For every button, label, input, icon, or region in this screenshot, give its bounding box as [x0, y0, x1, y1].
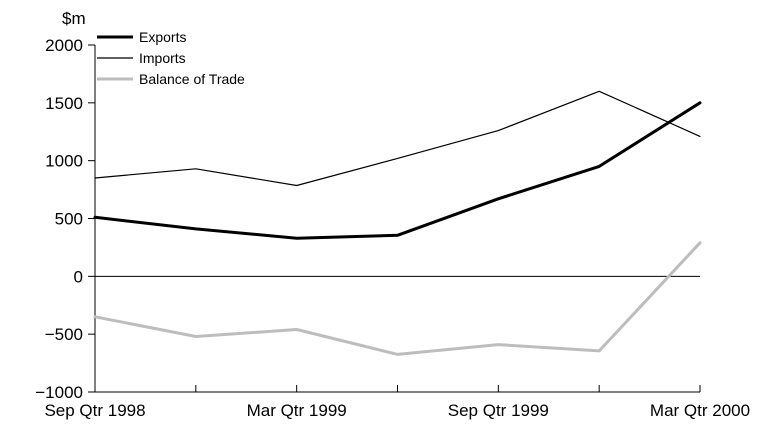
- legend-label: Balance of Trade: [139, 71, 245, 87]
- legend-label: Imports: [139, 50, 186, 66]
- x-tick-label: Sep Qtr 1998: [44, 401, 145, 420]
- x-tick-label: Mar Qtr 2000: [650, 401, 750, 420]
- y-tick-label: 1000: [45, 152, 83, 171]
- y-tick-labels: 2000 1500 1000 500 0 −500 −1000: [35, 36, 83, 402]
- y-tick-label: 2000: [45, 36, 83, 55]
- y-tick-label: 1500: [45, 94, 83, 113]
- y-tick-label: −500: [45, 325, 83, 344]
- series-lines: [93, 90, 702, 356]
- series-line-imports: [94, 90, 701, 187]
- y-unit-label: $m: [62, 9, 86, 28]
- series-line-balance-of-trade: [93, 241, 702, 356]
- legend: Exports Imports Balance of Trade: [97, 29, 245, 87]
- legend-label: Exports: [139, 29, 186, 45]
- y-tick-label: 500: [55, 210, 83, 229]
- series-line-exports: [93, 101, 702, 240]
- y-tick-label: −1000: [35, 383, 83, 402]
- y-tick-label: 0: [74, 267, 83, 286]
- x-tick-label: Mar Qtr 1999: [247, 401, 347, 420]
- x-tick-label: Sep Qtr 1999: [448, 401, 549, 420]
- x-tick-labels: Sep Qtr 1998 Mar Qtr 1999 Sep Qtr 1999 Mar …: [44, 401, 750, 420]
